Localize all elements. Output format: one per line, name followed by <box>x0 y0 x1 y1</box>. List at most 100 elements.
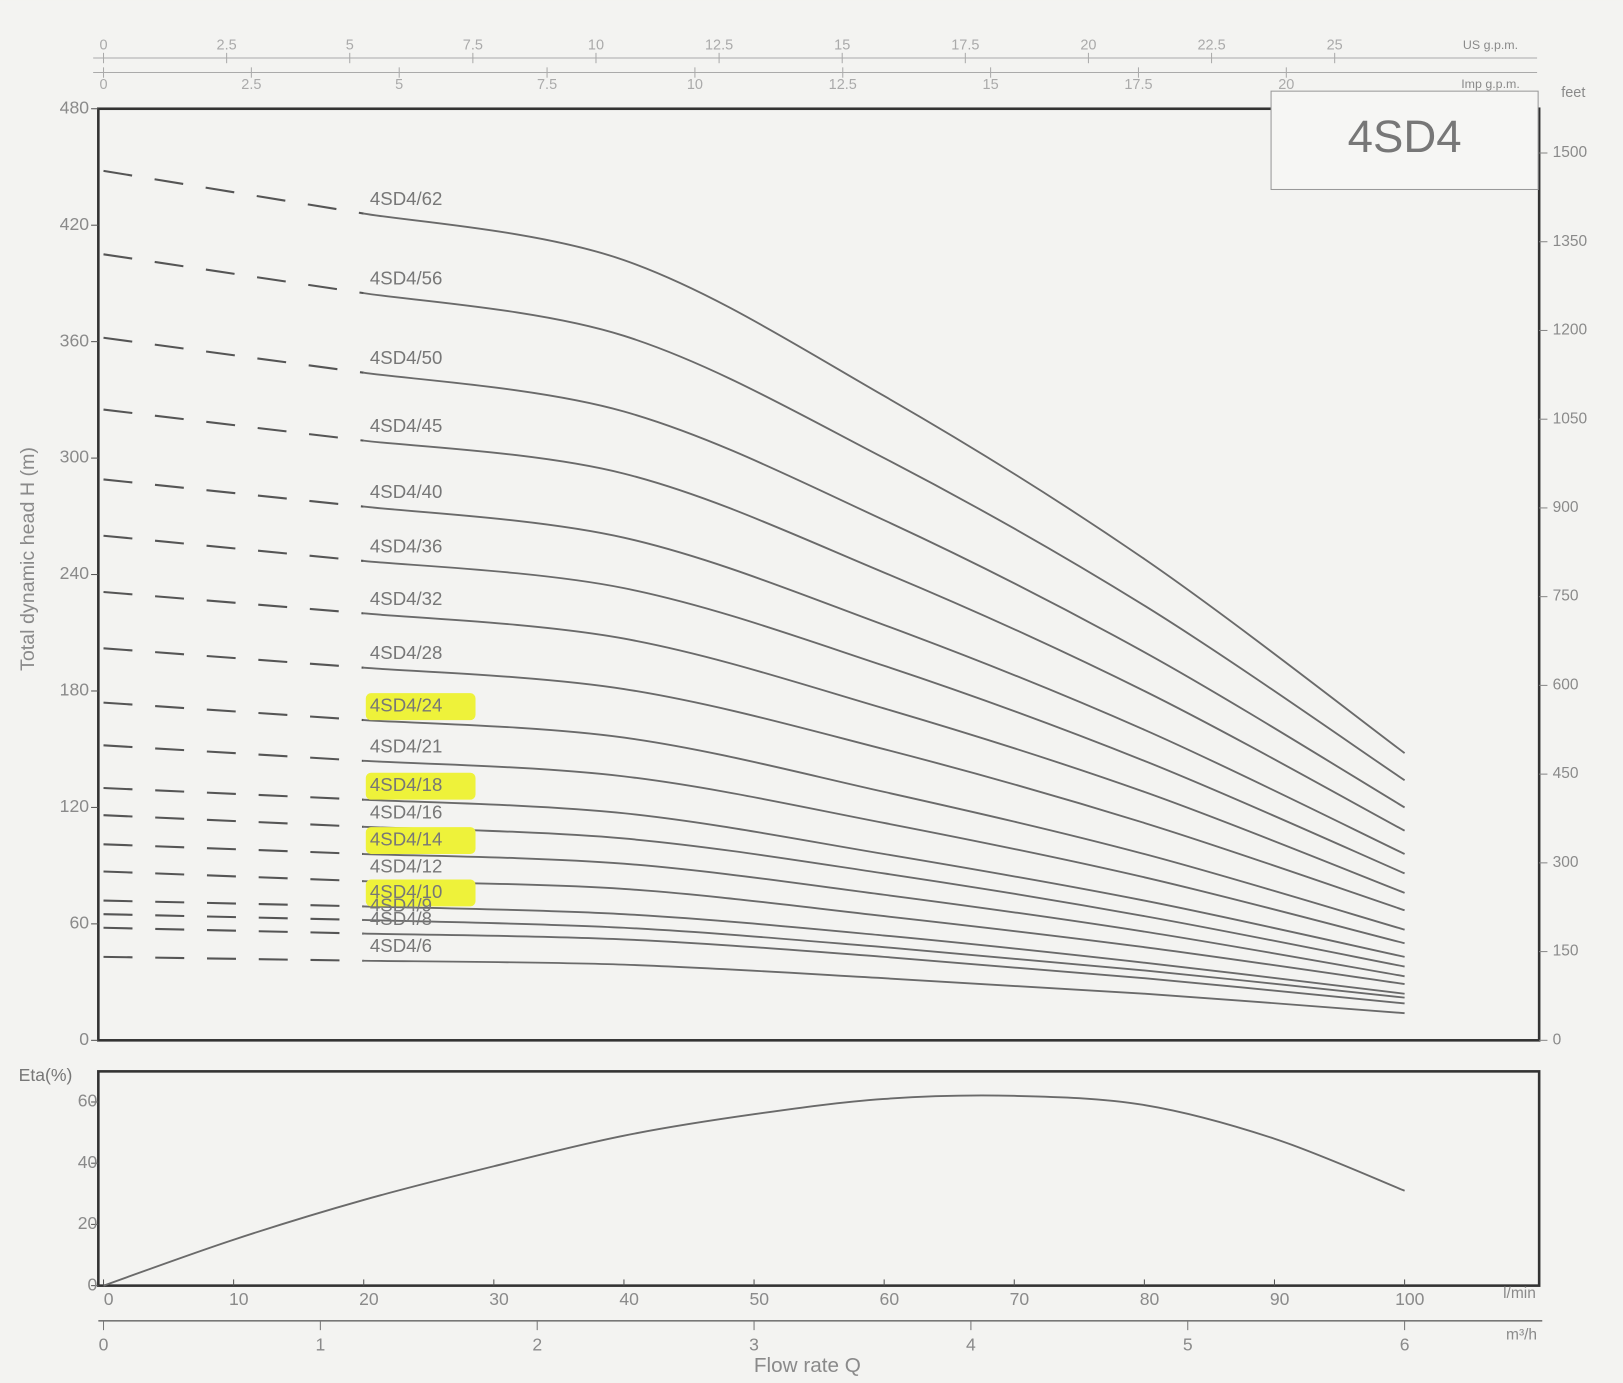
series-label: 4SD4/62 <box>370 188 442 209</box>
dashed-curve <box>103 926 364 935</box>
y2-tick-label: 150 <box>1553 943 1579 960</box>
y-tick-label: 240 <box>60 563 90 583</box>
head-curve <box>363 759 1405 945</box>
head-curve <box>363 880 1405 985</box>
y2-tick-label: 1050 <box>1553 410 1588 427</box>
x2-axis-unit: m³/h <box>1506 1326 1537 1343</box>
top-tick-label: 5 <box>395 77 403 93</box>
top-tick-label: 17.5 <box>951 37 979 53</box>
dashed-curve <box>103 478 364 508</box>
chart-title: 4SD4 <box>1348 111 1462 162</box>
head-curve <box>363 371 1406 809</box>
dashed-curve <box>103 336 364 374</box>
eta-plot-frame <box>97 1070 1541 1287</box>
top-tick-label: 10 <box>588 37 604 53</box>
top-axis-label: Imp g.p.m. <box>1461 77 1520 91</box>
dashed-curve <box>103 913 364 922</box>
top-tick-label: 15 <box>983 77 999 93</box>
dashed-curve <box>103 590 364 615</box>
eta-tick-label: 20 <box>78 1213 98 1233</box>
series-label: 4SD4/6 <box>370 935 432 956</box>
dashed-curve <box>103 253 364 295</box>
x-tick-label: 40 <box>619 1289 639 1309</box>
top-tick-label: 2.5 <box>217 37 237 53</box>
y-tick-label: 300 <box>60 447 90 467</box>
y2-tick-label: 600 <box>1553 676 1579 693</box>
series-label: 4SD4/21 <box>370 735 442 756</box>
top-tick-label: 7.5 <box>537 77 557 93</box>
x2-tick-label: 4 <box>966 1334 976 1354</box>
head-curve <box>363 560 1405 875</box>
label-highlight <box>365 772 476 800</box>
x2-tick-label: 1 <box>315 1334 325 1354</box>
top-tick-label: 15 <box>834 37 850 53</box>
y2-tick-label: 450 <box>1553 765 1579 782</box>
x-tick-label: 80 <box>1140 1289 1160 1309</box>
y-axis-label: Total dynamic head H (m) <box>17 447 39 671</box>
y2-tick-label: 1500 <box>1553 144 1588 161</box>
x-tick-label: 60 <box>880 1289 900 1309</box>
y2-tick-label: 300 <box>1553 854 1579 871</box>
dashed-curve <box>103 701 364 722</box>
x-tick-label: 10 <box>229 1289 249 1309</box>
y-tick-label: 120 <box>60 796 90 816</box>
series-label: 4SD4/40 <box>370 481 442 502</box>
eta-curve <box>103 1094 1405 1287</box>
series-label: 4SD4/12 <box>370 856 442 877</box>
x2-tick-label: 3 <box>749 1334 759 1354</box>
top-tick-label: 25 <box>1327 37 1343 53</box>
top-tick-label: 20 <box>1278 77 1294 93</box>
dashed-curve <box>103 786 364 801</box>
y-tick-label: 420 <box>60 214 90 234</box>
x-tick-label: 70 <box>1010 1289 1030 1309</box>
dashed-curve <box>103 408 364 442</box>
top-tick-label: 0 <box>99 77 107 93</box>
y-tick-label: 0 <box>79 1029 89 1049</box>
x-axis-unit: l/min <box>1503 1285 1536 1302</box>
top-tick-label: 22.5 <box>1197 37 1225 53</box>
top-tick-label: 12.5 <box>705 37 733 53</box>
series-label: 4SD4/36 <box>370 535 442 556</box>
series-label: 4SD4/18 <box>370 774 442 795</box>
top-tick-label: 0 <box>99 37 107 53</box>
x2-tick-label: 5 <box>1183 1334 1193 1354</box>
eta-axis-label: Eta(%) <box>19 1065 73 1085</box>
series-label: 4SD4/45 <box>370 415 442 436</box>
head-curve <box>363 439 1406 832</box>
series-label: 4SD4/50 <box>370 347 442 368</box>
x-tick-label: 100 <box>1395 1289 1425 1309</box>
series-label: 4SD4/24 <box>370 695 442 716</box>
y2-tick-label: 900 <box>1553 499 1579 516</box>
series-label: 4SD4/56 <box>370 268 442 289</box>
dashed-curve <box>103 814 364 828</box>
x-tick-label: 90 <box>1270 1289 1290 1309</box>
series-label: 4SD4/8 <box>370 908 432 929</box>
top-tick-label: 20 <box>1080 37 1096 53</box>
y-tick-label: 360 <box>60 330 90 350</box>
dashed-curve <box>103 870 364 883</box>
label-highlight <box>365 693 476 721</box>
y2-axis-label: feet <box>1561 85 1585 101</box>
x-tick-label: 0 <box>104 1289 114 1309</box>
y2-tick-label: 0 <box>1553 1031 1562 1048</box>
series-label: 4SD4/14 <box>370 828 442 849</box>
x2-tick-label: 6 <box>1400 1334 1410 1354</box>
series-label: 4SD4/10 <box>370 881 442 902</box>
y-tick-label: 180 <box>60 680 90 700</box>
top-tick-label: 17.5 <box>1124 77 1152 93</box>
eta-tick-label: 60 <box>78 1091 98 1111</box>
head-curve <box>363 905 1405 995</box>
dashed-curve <box>103 955 364 962</box>
dashed-curve <box>103 843 364 856</box>
series-label: 4SD4/9 <box>370 894 432 915</box>
head-curve <box>363 959 1405 1015</box>
head-curve <box>363 666 1405 912</box>
head-curve <box>363 798 1405 958</box>
label-highlight <box>365 879 476 907</box>
head-curve <box>363 932 1405 1005</box>
eta-tick-label: 40 <box>78 1152 98 1172</box>
series-label: 4SD4/32 <box>370 588 442 609</box>
dashed-curve <box>103 169 364 215</box>
